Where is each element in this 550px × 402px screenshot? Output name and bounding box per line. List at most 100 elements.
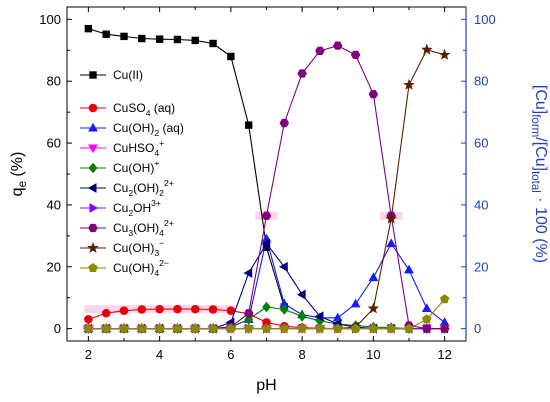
legend-marker: [88, 103, 98, 113]
series-layer: [82, 24, 451, 334]
x-tick-label: 8: [299, 347, 306, 362]
legend-item: Cu2(OH)22+: [80, 178, 174, 198]
x-tick-label: 12: [437, 347, 451, 362]
x-tick-label: 4: [156, 347, 163, 362]
legend: Cu(II)CuSO4 (aq)Cu(OH)2 (aq)CuHSO4+Cu(OH…: [80, 68, 184, 278]
legend-item: Cu(OH)42−: [80, 258, 169, 278]
data-point: [421, 43, 433, 55]
data-point: [439, 324, 450, 333]
legend-item: Cu(II): [80, 68, 143, 82]
data-point: [385, 212, 397, 224]
data-point: [119, 323, 129, 333]
data-point: [404, 323, 414, 333]
data-point: [226, 323, 236, 333]
data-point: [243, 323, 254, 333]
data-point: [368, 90, 379, 99]
legend-item: Cu(OH)2 (aq): [80, 121, 184, 138]
legend-item: Cu(OH)3−: [80, 238, 164, 258]
data-point: [155, 304, 164, 314]
data-point: [208, 323, 218, 333]
data-point: [297, 323, 307, 333]
data-point: [101, 308, 111, 318]
series-0: [84, 24, 289, 311]
data-point: [350, 50, 361, 60]
data-point: [191, 36, 199, 45]
data-point: [120, 32, 128, 41]
legend-marker: [87, 241, 99, 253]
data-point: [279, 261, 288, 272]
legend-label: Cu(OH)42−: [113, 258, 169, 278]
legend-label: Cu(II): [113, 68, 143, 82]
y-tick-label-left: 40: [47, 197, 61, 212]
legend-label: CuHSO4+: [113, 138, 164, 158]
data-point: [333, 323, 343, 333]
data-point: [137, 323, 147, 333]
data-point: [333, 41, 343, 50]
data-point: [350, 323, 361, 333]
data-point: [279, 323, 290, 333]
data-point: [102, 30, 110, 38]
data-point: [315, 323, 325, 333]
y-tick-label-right: 0: [474, 321, 481, 336]
legend-marker: [88, 122, 98, 132]
data-point: [119, 306, 129, 315]
legend-item: Cu3(OH)42+: [80, 218, 174, 238]
y-axis-title-left: qe (%): [9, 152, 29, 197]
data-point: [404, 264, 414, 274]
data-point: [297, 311, 307, 322]
data-point: [154, 323, 165, 333]
data-point: [137, 305, 147, 314]
data-point: [190, 304, 200, 314]
legend-item: CuSO4 (aq): [80, 101, 175, 118]
data-point: [279, 118, 290, 128]
data-point: [350, 298, 361, 308]
legend-item: Cu(OH)+: [80, 158, 159, 175]
y-tick-label-left: 0: [54, 321, 61, 336]
data-point: [367, 302, 380, 314]
data-point: [386, 238, 397, 248]
y-tick-label-left: 80: [47, 74, 61, 89]
x-tick-label: 2: [85, 347, 92, 362]
axis-layer: 2 4 6 8 10 12 0 20 40 60 80 100 0 20 40 60 80 100 pH qe (%)…: [9, 7, 549, 394]
legend-label: Cu2OH3+: [113, 198, 161, 218]
legend-marker: [88, 223, 98, 233]
x-axis-title: pH: [256, 377, 276, 394]
data-point: [439, 294, 450, 304]
data-point: [262, 301, 271, 313]
legend-label: Cu(OH)3−: [113, 238, 164, 258]
y-tick-label-left: 60: [47, 136, 61, 151]
x-tick-label: 10: [366, 347, 380, 362]
data-point: [422, 314, 432, 324]
data-point: [261, 211, 272, 220]
data-point: [138, 34, 146, 43]
y-tick-label-left: 100: [39, 12, 61, 27]
data-point: [208, 305, 218, 314]
data-point: [243, 268, 253, 278]
data-point: [84, 24, 93, 33]
legend-marker: [87, 183, 97, 193]
y-tick-label-right: 80: [474, 74, 488, 89]
data-point: [101, 323, 111, 333]
data-point: [83, 323, 94, 333]
data-point: [368, 323, 379, 333]
data-point: [386, 323, 396, 333]
data-point: [314, 311, 324, 322]
data-point: [172, 323, 183, 333]
y-tick-label-right: 60: [474, 136, 488, 151]
legend-label: Cu2(OH)22+: [113, 178, 174, 198]
legend-marker: [89, 71, 97, 79]
legend-label: Cu3(OH)42+: [113, 218, 174, 238]
x-tick-label: 6: [227, 347, 234, 362]
data-point: [244, 121, 253, 129]
data-point: [368, 272, 379, 282]
data-point: [243, 309, 254, 318]
data-point: [279, 304, 289, 315]
legend-marker: [89, 203, 99, 213]
data-point: [190, 323, 200, 333]
legend-item: Cu2OH3+: [80, 198, 161, 218]
data-point: [297, 69, 307, 78]
data-point: [173, 304, 182, 314]
y-tick-label-right: 20: [474, 259, 488, 274]
data-point: [261, 238, 271, 249]
